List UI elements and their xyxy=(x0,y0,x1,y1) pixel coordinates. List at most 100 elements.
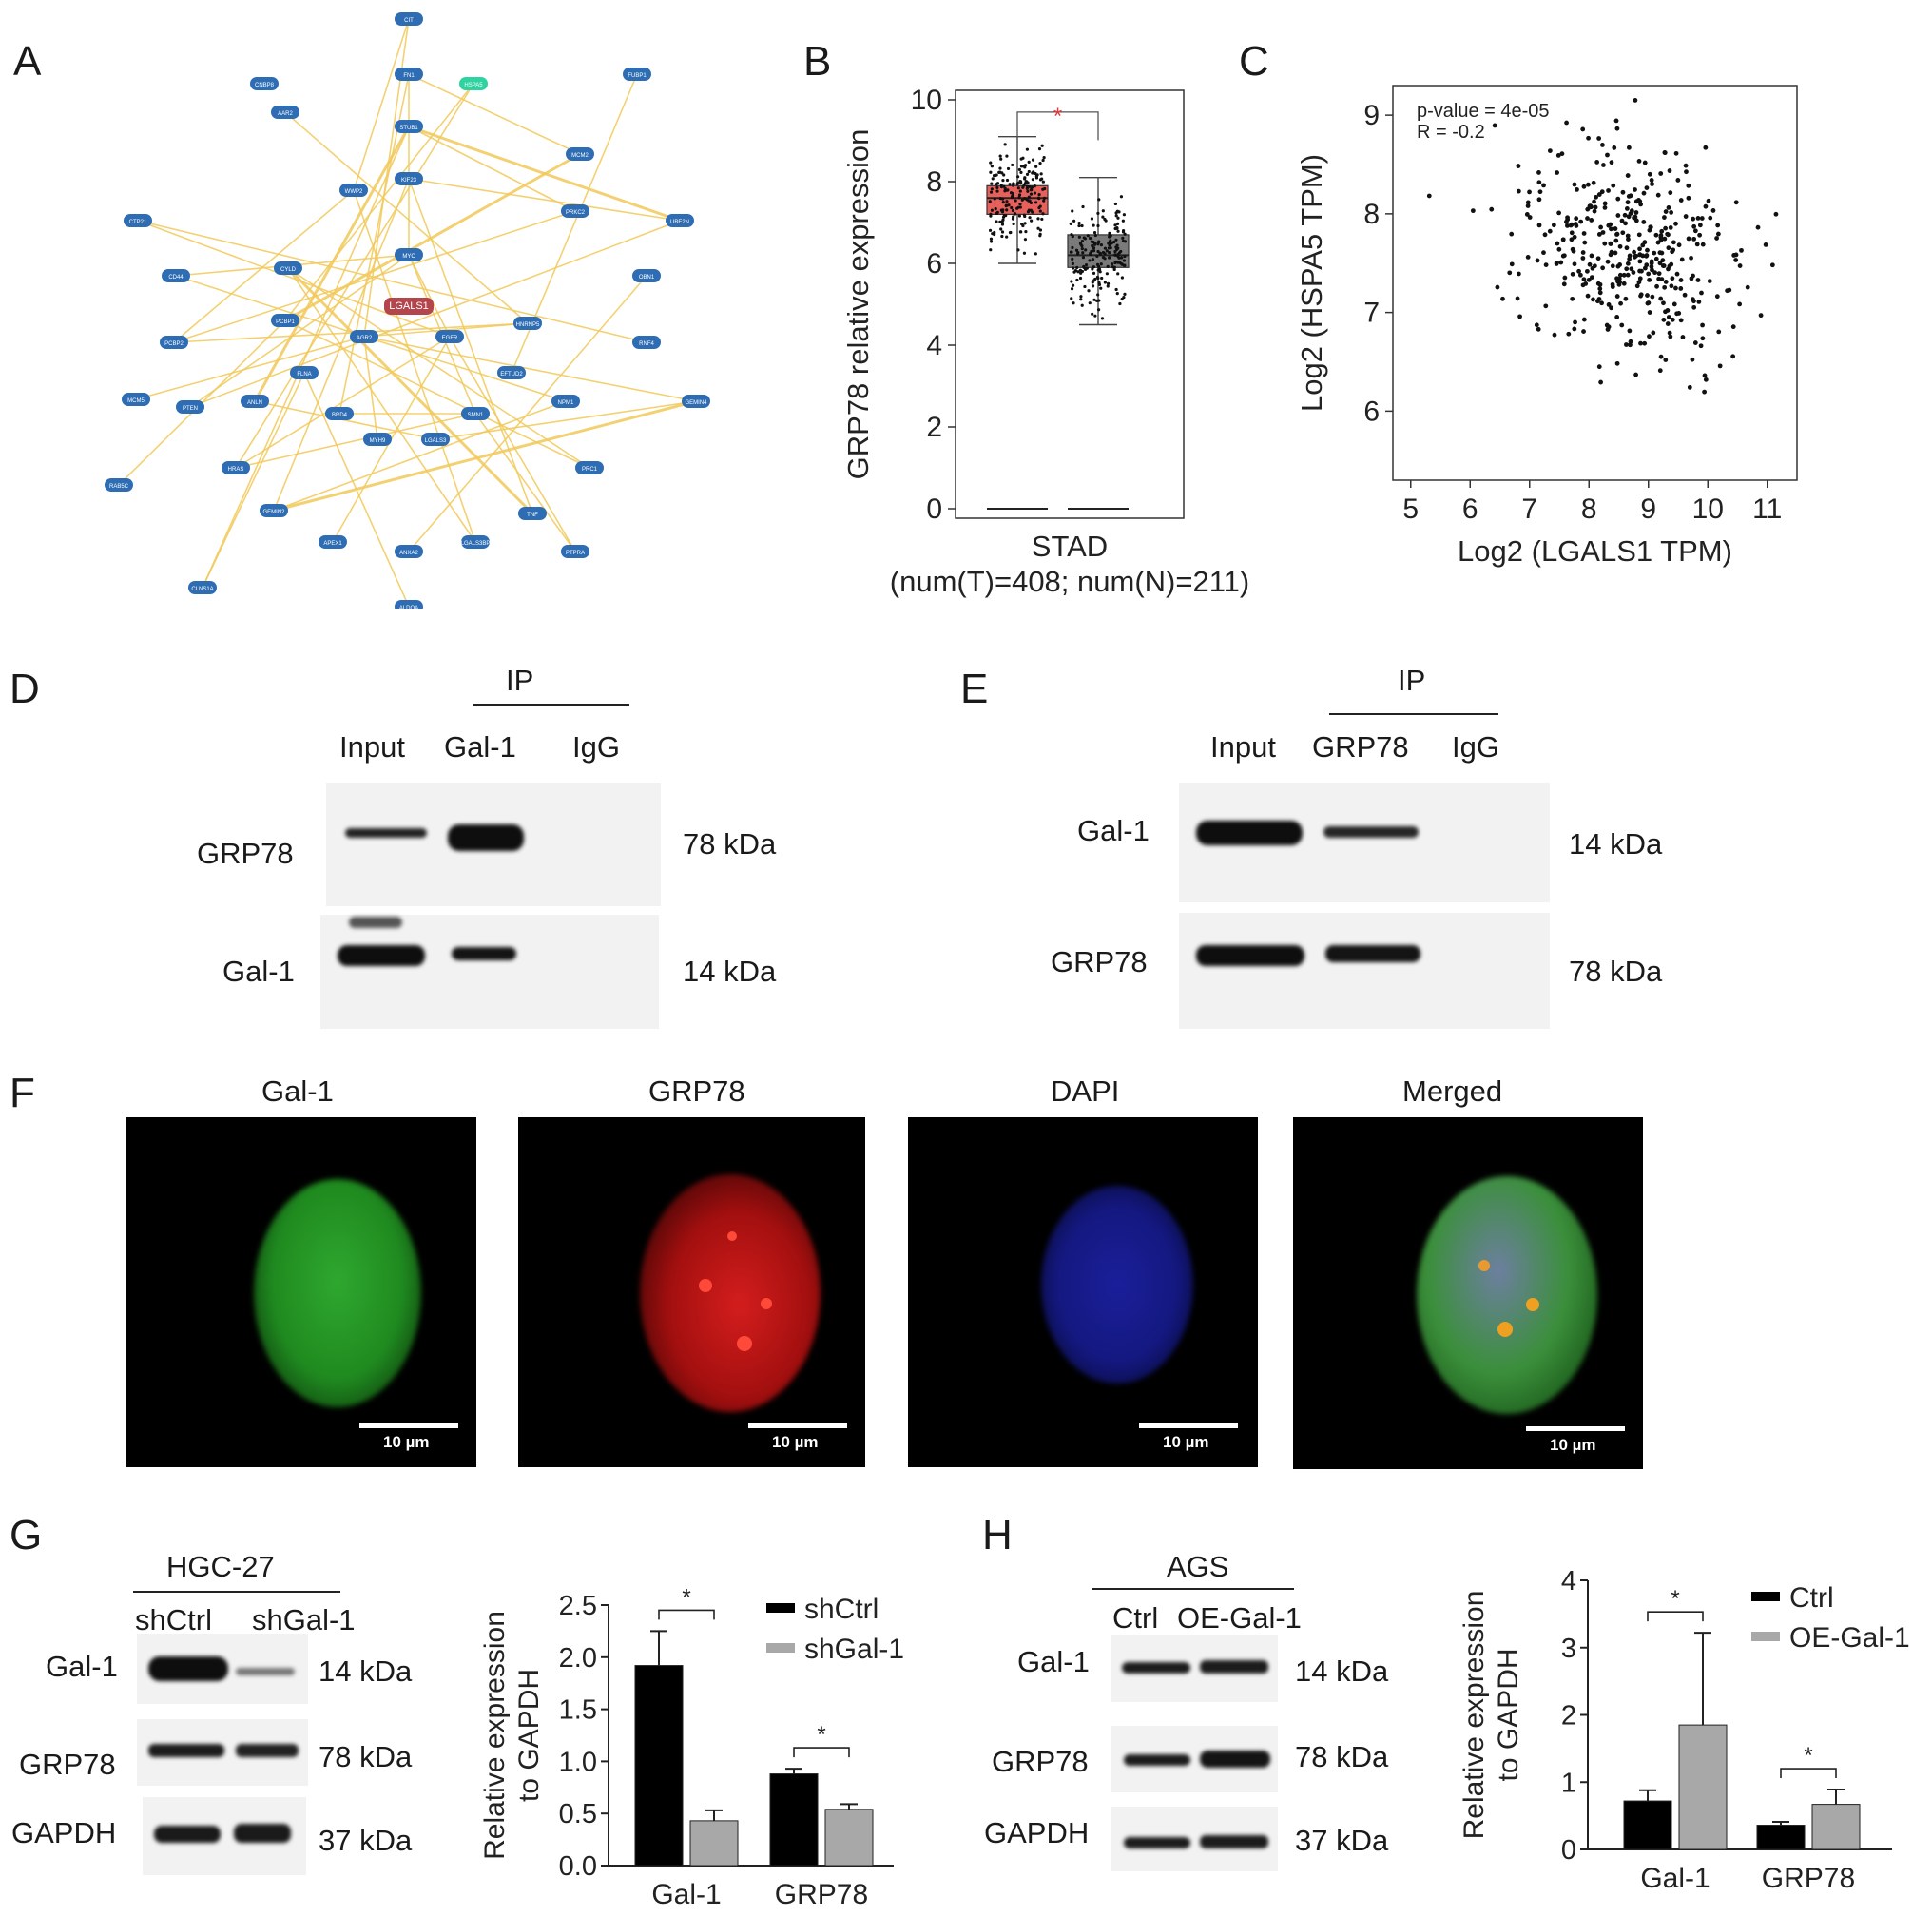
data-point xyxy=(1123,292,1127,296)
data-point xyxy=(1592,208,1597,214)
data-point xyxy=(1633,98,1638,103)
data-point xyxy=(1739,247,1744,253)
data-point xyxy=(1591,297,1595,302)
data-point xyxy=(1002,173,1006,177)
network-node-label: PCBP2 xyxy=(164,341,184,347)
data-point xyxy=(1663,358,1669,362)
data-point xyxy=(1569,230,1575,236)
data-point xyxy=(1700,242,1706,247)
significance-bracket xyxy=(1780,1768,1837,1779)
data-point xyxy=(1612,145,1617,150)
data-point xyxy=(1113,253,1117,257)
data-point xyxy=(1647,334,1652,339)
network-node-cd44 xyxy=(162,269,190,282)
data-point xyxy=(1026,210,1031,214)
data-point xyxy=(1027,169,1031,174)
data-point xyxy=(1737,263,1743,268)
network-node-label: CYLD xyxy=(280,267,297,273)
lane-h-2: OE-Gal-1 xyxy=(1177,1601,1302,1635)
data-point xyxy=(1683,163,1689,168)
data-point xyxy=(1610,281,1615,287)
data-point xyxy=(1613,118,1619,124)
row-h-2: GRP78 xyxy=(992,1745,1089,1778)
ip-label-e: IP xyxy=(1398,664,1426,697)
data-point xyxy=(1613,226,1618,231)
data-point xyxy=(1080,239,1085,243)
data-point xyxy=(1021,185,1025,189)
data-point xyxy=(1118,261,1122,265)
data-point xyxy=(1596,232,1602,237)
data-point xyxy=(1591,180,1596,185)
data-point xyxy=(1079,242,1083,246)
data-point xyxy=(1634,283,1640,289)
data-point xyxy=(998,154,1002,158)
cell-line-h-line xyxy=(1092,1588,1294,1590)
data-point xyxy=(1012,222,1015,226)
network-node-label: PTPRA xyxy=(566,551,585,556)
data-point xyxy=(1727,287,1732,293)
data-point xyxy=(988,228,993,232)
data-point xyxy=(1100,276,1104,281)
micro-image-gal1: 10 µm xyxy=(126,1117,476,1467)
data-point xyxy=(1101,250,1106,255)
data-point xyxy=(1570,296,1575,301)
data-point xyxy=(1562,275,1568,281)
data-point xyxy=(1658,296,1664,301)
data-point xyxy=(1769,262,1775,268)
data-point xyxy=(1000,230,1005,234)
data-point xyxy=(1070,297,1073,300)
network-edge xyxy=(474,413,576,552)
data-point xyxy=(989,248,993,252)
data-point xyxy=(990,182,994,185)
panel-letter-f: F xyxy=(10,1070,35,1116)
size-d-1: 78 kDa xyxy=(683,827,777,861)
data-point xyxy=(1669,283,1674,289)
x-axis-label: STAD xyxy=(1032,530,1108,563)
network-node-label: EGFR xyxy=(442,336,458,341)
data-point xyxy=(1103,281,1107,284)
data-point xyxy=(1703,203,1709,209)
data-point xyxy=(1657,368,1663,374)
network-node-label: CD44 xyxy=(168,275,184,281)
significance-star: * xyxy=(682,1584,690,1610)
data-point xyxy=(1690,357,1695,362)
network-edge xyxy=(363,336,697,402)
network-edge xyxy=(202,372,305,589)
data-point xyxy=(1041,180,1045,184)
data-point xyxy=(1095,299,1099,302)
data-point xyxy=(1689,276,1694,281)
data-point xyxy=(1113,261,1117,265)
scale-label-2: 10 µm xyxy=(772,1433,819,1451)
network-node-myc xyxy=(395,248,423,261)
data-point xyxy=(1082,264,1086,269)
data-point xyxy=(1016,175,1020,179)
data-point xyxy=(1691,236,1697,242)
network-edge xyxy=(353,189,476,543)
network-node-label: PRKC2 xyxy=(566,210,586,216)
network-edge xyxy=(202,126,410,589)
data-point xyxy=(1003,189,1007,193)
data-point xyxy=(991,177,995,181)
data-point xyxy=(1024,230,1028,234)
network-node-label: LGALS3 xyxy=(425,438,447,444)
data-point xyxy=(1011,163,1014,167)
network-node-label: WWP2 xyxy=(345,189,363,195)
data-point xyxy=(1698,343,1704,349)
data-point xyxy=(1561,281,1567,287)
data-point xyxy=(1541,250,1546,256)
data-point xyxy=(1652,270,1657,276)
data-point xyxy=(1092,246,1096,250)
data-point xyxy=(1018,230,1023,234)
network-node-anxa2 xyxy=(395,545,423,558)
data-point xyxy=(1609,160,1614,165)
data-point xyxy=(1620,189,1626,195)
data-point xyxy=(1013,212,1017,216)
data-point xyxy=(1733,200,1739,205)
network-node-smn1 xyxy=(461,407,490,420)
data-point xyxy=(1666,245,1671,251)
data-point xyxy=(1123,232,1127,236)
data-point xyxy=(1699,290,1704,296)
data-point xyxy=(1018,203,1022,206)
network-node-gemin4 xyxy=(682,395,710,408)
network-node-label: MYC xyxy=(402,254,415,260)
